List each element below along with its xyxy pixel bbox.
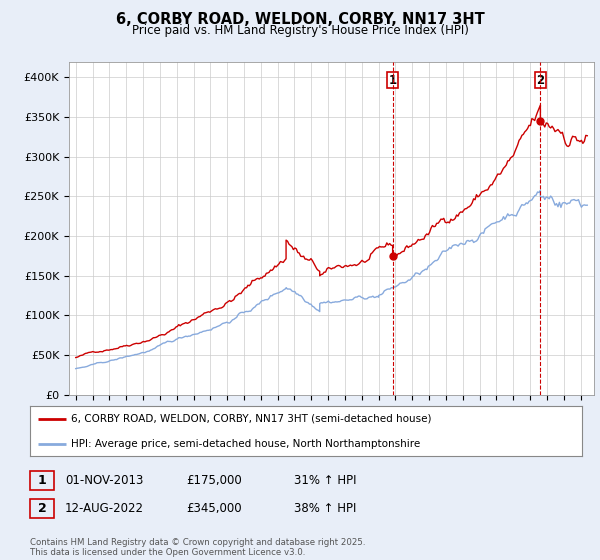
- Text: Contains HM Land Registry data © Crown copyright and database right 2025.
This d: Contains HM Land Registry data © Crown c…: [30, 538, 365, 557]
- Text: 1: 1: [389, 73, 397, 86]
- Text: £175,000: £175,000: [186, 474, 242, 487]
- Text: £345,000: £345,000: [186, 502, 242, 515]
- Text: 6, CORBY ROAD, WELDON, CORBY, NN17 3HT: 6, CORBY ROAD, WELDON, CORBY, NN17 3HT: [116, 12, 484, 27]
- Text: 2: 2: [38, 502, 46, 515]
- Text: HPI: Average price, semi-detached house, North Northamptonshire: HPI: Average price, semi-detached house,…: [71, 439, 421, 449]
- Text: 2: 2: [536, 73, 544, 86]
- Text: 31% ↑ HPI: 31% ↑ HPI: [294, 474, 356, 487]
- Text: 38% ↑ HPI: 38% ↑ HPI: [294, 502, 356, 515]
- Text: 6, CORBY ROAD, WELDON, CORBY, NN17 3HT (semi-detached house): 6, CORBY ROAD, WELDON, CORBY, NN17 3HT (…: [71, 414, 432, 423]
- Text: 01-NOV-2013: 01-NOV-2013: [65, 474, 143, 487]
- Text: 12-AUG-2022: 12-AUG-2022: [65, 502, 144, 515]
- Text: Price paid vs. HM Land Registry's House Price Index (HPI): Price paid vs. HM Land Registry's House …: [131, 24, 469, 36]
- Text: 1: 1: [38, 474, 46, 487]
